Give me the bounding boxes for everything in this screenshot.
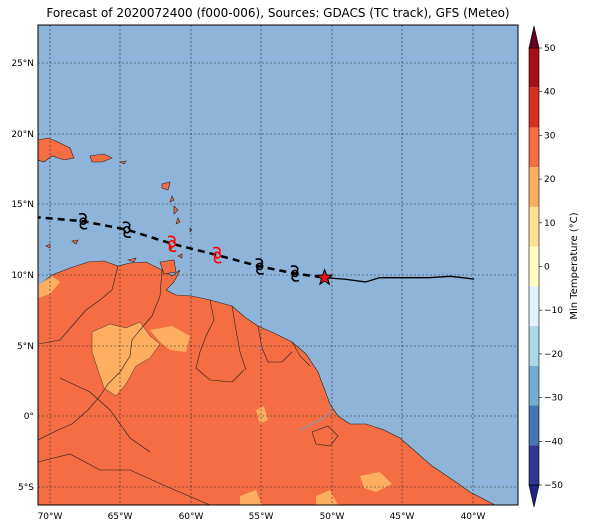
gridlines: [38, 25, 518, 505]
colorbar-tick-label: 10: [544, 219, 556, 229]
colorbar-segment: [529, 167, 539, 207]
longitude-ticks: 70°W 65°W 60°W 55°W 50°W 45°W 40°W: [38, 512, 486, 522]
lat-tick: 15°N: [11, 200, 34, 210]
lat-tick: 0°: [24, 412, 34, 422]
cyclone-icon: [213, 246, 222, 264]
cyclone-icon: [255, 258, 264, 275]
colorbar-tick-label: 40: [544, 88, 556, 98]
lat-tick: 25°N: [11, 59, 34, 69]
map-panel: [38, 25, 518, 505]
margarita: [126, 257, 137, 263]
cyclone-icon: [78, 212, 88, 230]
guadeloupe: [161, 181, 171, 191]
colorbar-ticks: 50 40 30 20 10 0 −10 −20 −30 −40 −50: [539, 44, 563, 491]
trinidad: [159, 259, 177, 275]
colorbar-segment: [529, 206, 539, 247]
colorbar-tick-label: −40: [544, 437, 563, 447]
colorbar-segment: [529, 127, 539, 168]
lon-tick: 50°W: [320, 512, 345, 522]
tobago: [177, 253, 183, 259]
land-patch-mild: [38, 276, 60, 298]
colorbar-tick-label: −30: [544, 394, 563, 404]
colorbar-tick-label: 50: [544, 44, 556, 54]
lon-tick: 55°W: [249, 512, 274, 522]
colorbar-segment: [529, 246, 539, 287]
colorbar-tick-label: 30: [544, 131, 556, 141]
land-patch-mild: [150, 326, 190, 352]
colorbar-segment: [529, 365, 539, 406]
colorbar-tick-label: −10: [544, 306, 563, 316]
lat-tick: 5°S: [18, 483, 34, 493]
colorbar-segment: [529, 286, 539, 327]
colorbar-tick-label: 20: [544, 175, 556, 185]
land-patch-mild: [91, 321, 161, 397]
colorbar-segment: [529, 445, 539, 485]
colorbar: [528, 25, 540, 508]
lon-tick: 70°W: [38, 512, 63, 522]
colorbar-segment: [529, 326, 539, 366]
current-position-star-icon: [315, 268, 334, 286]
land-patch-mild: [316, 490, 338, 505]
map-frame: [37, 24, 519, 506]
colorbar-segment: [529, 405, 539, 446]
colorbar-extend-min: [528, 484, 540, 508]
cyclone-icon: [122, 221, 132, 238]
lon-tick: 40°W: [461, 512, 486, 522]
map-title: Forecast of 2020072400 (f000-006), Sourc…: [46, 6, 510, 20]
cyclone-icon: [290, 265, 300, 282]
caribbean-islands: [38, 137, 193, 275]
latitude-ticks: 25°N 20°N 15°N 10°N 5°N 0° 5°S: [11, 59, 34, 493]
land-patch-mild: [256, 406, 268, 424]
dominica: [169, 195, 175, 203]
colorbar-tick-label: −20: [544, 350, 563, 360]
puerto-rico: [89, 153, 113, 163]
cyclone-icon: [167, 235, 177, 253]
st-lucia: [175, 217, 181, 225]
observed-track-line: [324, 275, 475, 283]
lon-tick: 60°W: [179, 512, 204, 522]
land-patch-mild: [240, 490, 262, 505]
colorbar-label: Min Temperature (°C): [569, 212, 580, 319]
lat-tick: 10°N: [11, 271, 34, 281]
hispaniola: [38, 137, 75, 163]
virgin-islands: [119, 160, 127, 165]
martinique: [173, 205, 179, 215]
colorbar-tick-label: −50: [544, 481, 563, 491]
country-borders: [38, 265, 311, 505]
colorbar-segment: [529, 87, 539, 128]
track-markers: [78, 212, 334, 286]
colorbar-extend-max: [528, 25, 540, 49]
colorbar-segment: [529, 48, 539, 88]
lat-tick: 5°N: [17, 342, 34, 352]
lat-tick: 20°N: [11, 130, 34, 140]
lon-tick: 65°W: [108, 512, 133, 522]
lon-tick: 45°W: [390, 512, 415, 522]
marajo-island: [311, 425, 339, 447]
colorbar-tick-label: 0: [544, 263, 550, 273]
